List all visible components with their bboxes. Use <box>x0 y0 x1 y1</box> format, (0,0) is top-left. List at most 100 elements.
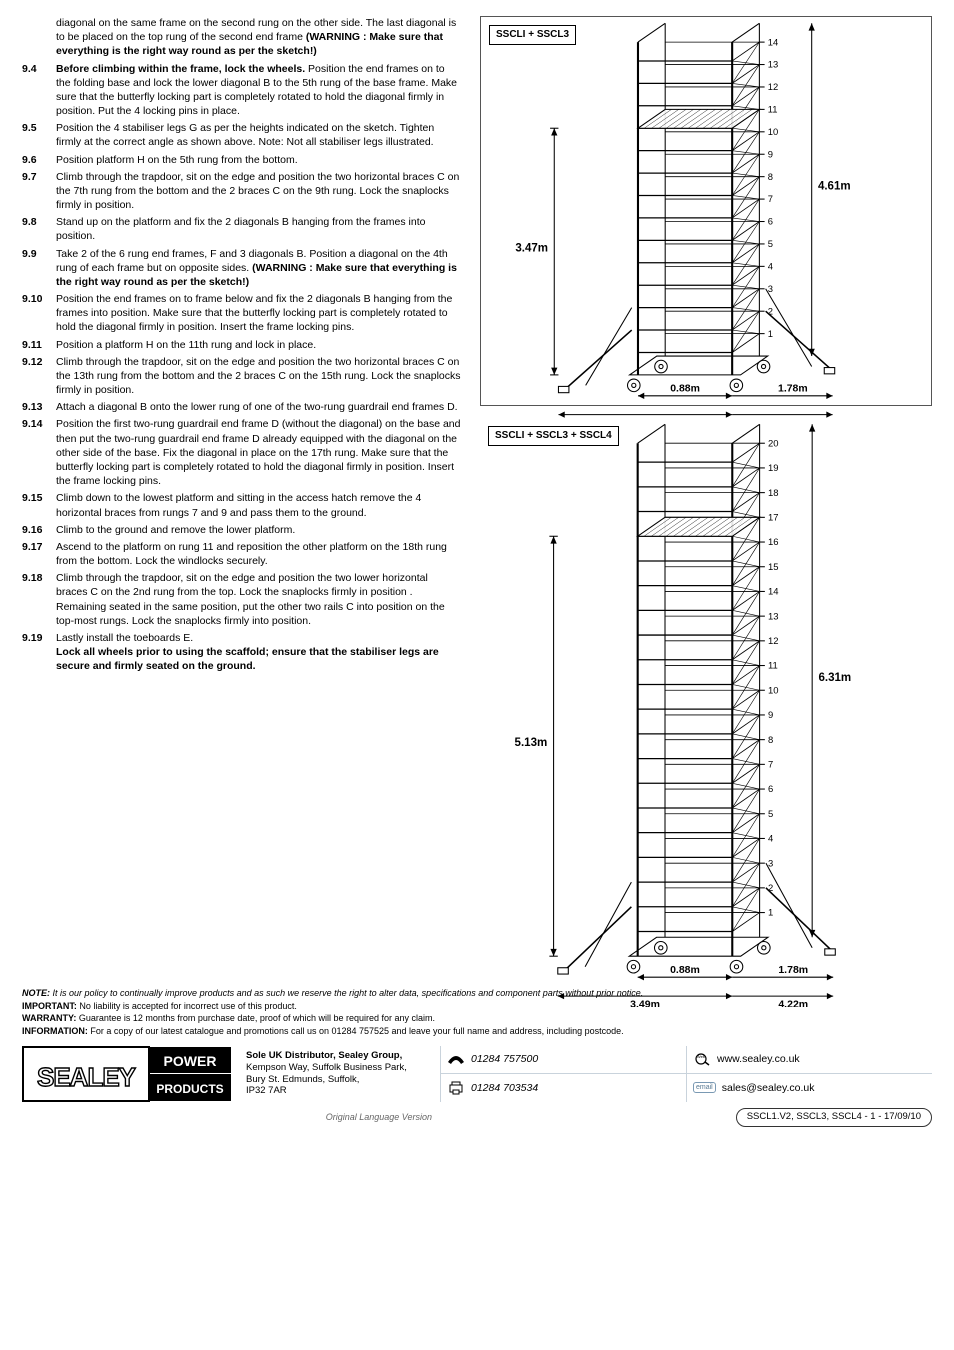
item-number: 9.6 <box>22 153 56 167</box>
svg-text:SEALEY: SEALEY <box>37 1062 136 1092</box>
contacts-cell: 01284 757500 Web www.sealey.co.uk 01284 … <box>440 1046 932 1102</box>
svg-text:1.78m: 1.78m <box>778 964 808 976</box>
svg-text:20: 20 <box>768 438 779 449</box>
svg-text:3.49m: 3.49m <box>630 999 660 1007</box>
logo-cell: SEALEY POWER PRODUCTS <box>22 1046 240 1102</box>
instruction-item: 9.8Stand up on the platform and fix the … <box>22 215 462 243</box>
item-text: Climb through the trapdoor, sit on the e… <box>56 355 462 398</box>
svg-text:9: 9 <box>768 710 773 721</box>
original-language: Original Language Version <box>326 1111 432 1123</box>
item-number: 9.8 <box>22 215 56 243</box>
diagram-column: SSCLI + SSCL3 12345678910111213143.47m4.… <box>480 16 932 978</box>
svg-text:9: 9 <box>768 148 773 159</box>
warranty-text: Guarantee is 12 months from purchase dat… <box>76 1013 435 1023</box>
bottom-bar: Original Language Version SSCL1.V2, SSCL… <box>22 1108 932 1127</box>
phone-icon <box>447 1052 465 1066</box>
instruction-item: 9.6Position platform H on the 5th rung f… <box>22 153 462 167</box>
info-text: For a copy of our latest catalogue and p… <box>88 1026 624 1036</box>
item-text: Stand up on the platform and fix the 2 d… <box>56 215 462 243</box>
item-number: 9.17 <box>22 540 56 568</box>
instruction-item: 9.14Position the first two-rung guardrai… <box>22 417 462 488</box>
instruction-item: 9.5Position the 4 stabiliser legs G as p… <box>22 121 462 149</box>
item-text: Ascend to the platform on rung 11 and re… <box>56 540 462 568</box>
diagram-top-svg: 12345678910111213143.47m4.61m0.88m1.78m3… <box>481 17 931 425</box>
phone-row: 01284 757500 <box>440 1046 686 1074</box>
svg-text:Web: Web <box>697 1054 706 1059</box>
svg-text:16: 16 <box>768 537 779 548</box>
sealey-logo: SEALEY POWER PRODUCTS <box>22 1046 232 1102</box>
instruction-item: 9.9Take 2 of the 6 rung end frames, F an… <box>22 247 462 290</box>
version-box: SSCL1.V2, SSCL3, SSCL4 - 1 - 17/09/10 <box>736 1108 932 1127</box>
svg-text:7: 7 <box>768 760 773 771</box>
instruction-item: 9.16Climb to the ground and remove the l… <box>22 523 462 537</box>
email-address: sales@sealey.co.uk <box>722 1081 815 1095</box>
svg-text:1: 1 <box>768 908 773 919</box>
svg-text:11: 11 <box>768 661 778 672</box>
svg-text:7: 7 <box>768 193 773 204</box>
svg-text:12: 12 <box>768 81 778 92</box>
diagram-bottom-svg: 12345678910111213141516171819205.13m6.31… <box>480 418 932 1007</box>
item-text: Position a platform H on the 11th rung a… <box>56 338 462 352</box>
diagram-bottom-label: SSCLI + SSCL3 + SSCL4 <box>488 426 619 446</box>
svg-text:8: 8 <box>768 735 773 746</box>
info-label: INFORMATION: <box>22 1026 88 1036</box>
svg-text:19: 19 <box>768 463 779 474</box>
item-text: Position the 4 stabiliser legs G as per … <box>56 121 462 149</box>
svg-text:6: 6 <box>768 216 773 227</box>
item-number: 9.18 <box>22 571 56 628</box>
addr-l4: IP32 7AR <box>246 1085 434 1097</box>
item-text: Climb through the trapdoor, sit on the e… <box>56 571 462 628</box>
svg-text:0.88m: 0.88m <box>670 384 700 395</box>
svg-text:0.88m: 0.88m <box>670 964 700 976</box>
item-text: Climb down to the lowest platform and si… <box>56 491 462 519</box>
svg-text:10: 10 <box>768 126 778 137</box>
item-text: Position the first two-rung guardrail en… <box>56 417 462 488</box>
instruction-item: 9.7Climb through the trapdoor, sit on th… <box>22 170 462 213</box>
svg-text:4.22m: 4.22m <box>778 999 808 1007</box>
item-number: 9.7 <box>22 170 56 213</box>
svg-text:3.47m: 3.47m <box>515 243 548 255</box>
svg-text:11: 11 <box>768 104 778 115</box>
important-text: No liability is accepted for incorrect u… <box>77 1001 297 1011</box>
svg-text:18: 18 <box>768 488 779 499</box>
item-number: 9.11 <box>22 338 56 352</box>
item-number: 9.4 <box>22 62 56 119</box>
item-text: Attach a diagonal B onto the lower rung … <box>56 400 462 414</box>
email-row: email sales@sealey.co.uk <box>686 1074 932 1102</box>
web-icon: Web <box>693 1052 711 1066</box>
important-label: IMPORTANT: <box>22 1001 77 1011</box>
warranty-label: WARRANTY: <box>22 1013 76 1023</box>
svg-text:8: 8 <box>768 171 773 182</box>
web-row: Web www.sealey.co.uk <box>686 1046 932 1074</box>
svg-text:1.78m: 1.78m <box>778 384 808 395</box>
item-number: 9.16 <box>22 523 56 537</box>
fax-icon <box>447 1081 465 1095</box>
pre-item-text: diagonal on the same frame on the second… <box>56 16 462 59</box>
diagram-bottom: SSCLI + SSCL3 + SSCL4 123456789101112131… <box>480 418 932 978</box>
svg-text:17: 17 <box>768 512 779 523</box>
item-number: 9.9 <box>22 247 56 290</box>
diagram-top: SSCLI + SSCL3 12345678910111213143.47m4.… <box>480 16 932 406</box>
svg-text:15: 15 <box>768 562 779 573</box>
svg-text:10: 10 <box>768 685 779 696</box>
footer: SEALEY POWER PRODUCTS Sole UK Distributo… <box>22 1046 932 1102</box>
instruction-item: 9.17Ascend to the platform on rung 11 an… <box>22 540 462 568</box>
svg-text:5: 5 <box>768 809 773 820</box>
svg-text:5.13m: 5.13m <box>515 737 548 749</box>
item-text: Take 2 of the 6 rung end frames, F and 3… <box>56 247 462 290</box>
instruction-item: 9.18Climb through the trapdoor, sit on t… <box>22 571 462 628</box>
item-text: Position the end frames on to frame belo… <box>56 292 462 335</box>
item-number: 9.15 <box>22 491 56 519</box>
svg-text:6.31m: 6.31m <box>818 672 851 684</box>
svg-text:POWER: POWER <box>164 1053 217 1069</box>
instructions-column: diagonal on the same frame on the second… <box>22 16 462 978</box>
item-number: 9.14 <box>22 417 56 488</box>
instruction-item: 9.4Before climbing within the frame, loc… <box>22 62 462 119</box>
instruction-item: 9.11Position a platform H on the 11th ru… <box>22 338 462 352</box>
svg-text:6: 6 <box>768 784 773 795</box>
instruction-item: 9.15Climb down to the lowest platform an… <box>22 491 462 519</box>
svg-text:12: 12 <box>768 636 779 647</box>
diagram-top-label: SSCLI + SSCL3 <box>489 25 576 45</box>
web-url: www.sealey.co.uk <box>717 1052 800 1066</box>
item-number: 9.13 <box>22 400 56 414</box>
